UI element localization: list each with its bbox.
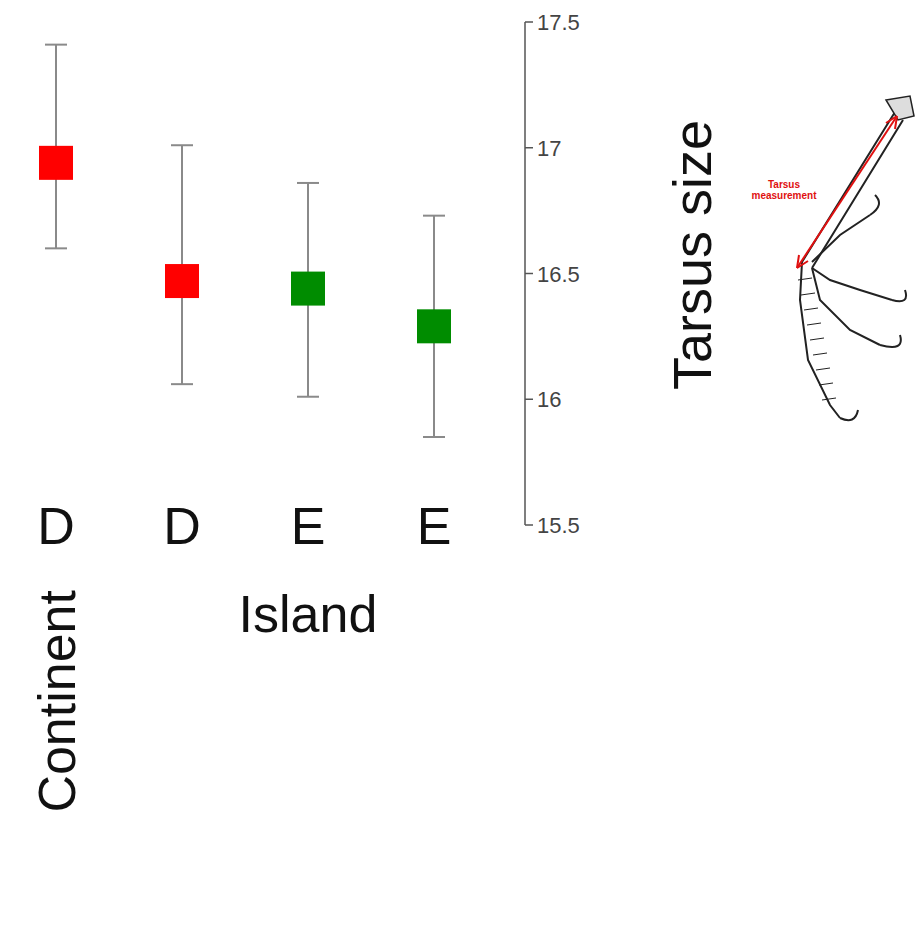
leg-outline [802, 112, 903, 268]
toe [812, 268, 880, 345]
scale [801, 293, 815, 295]
error-cap [45, 44, 67, 46]
y-tick [525, 273, 533, 275]
claw [840, 195, 906, 420]
scale [798, 278, 812, 280]
point [417, 309, 451, 343]
point [291, 272, 325, 306]
y-axis-title: Tarsus size [662, 120, 722, 390]
y-tick [525, 21, 533, 23]
scale [810, 338, 824, 340]
y-tick-label: 17.5 [537, 10, 580, 35]
point [39, 146, 73, 180]
error-cap [171, 383, 193, 385]
x-tick-label: D [37, 497, 75, 555]
error-cap [171, 144, 193, 146]
scale [804, 308, 818, 310]
scale [813, 353, 827, 355]
error-cap [45, 247, 67, 249]
annotation: Tarsusmeasurement [751, 179, 817, 201]
y-tick-label: 16 [537, 387, 561, 412]
toe [812, 215, 870, 262]
y-tick [525, 399, 533, 401]
leg-illustration [797, 96, 914, 420]
scale [816, 368, 830, 370]
y-tick-label: 15.5 [537, 513, 580, 538]
point [165, 264, 199, 298]
scale [822, 398, 836, 400]
error-cap [297, 182, 319, 184]
group-label: Continent [28, 589, 86, 812]
scale [807, 323, 821, 325]
y-tick [525, 147, 533, 149]
annotation-line: measurement [751, 190, 817, 201]
toe [800, 262, 840, 418]
x-tick-label: E [291, 497, 326, 555]
annotation-line: Tarsus [768, 179, 800, 190]
error-cap [297, 396, 319, 398]
group-label: Island [239, 585, 378, 643]
toe [812, 268, 892, 300]
x-tick-label: D [163, 497, 201, 555]
leg-feathers [886, 96, 914, 120]
error-cap [423, 436, 445, 438]
y-tick-label: 16.5 [537, 262, 580, 287]
marks [39, 45, 451, 437]
y-tick [525, 524, 533, 526]
y-tick-label: 17 [537, 136, 561, 161]
chart: 15.5 16 16.5 17 17.5 Tarsus size D D E E Continent… [0, 0, 924, 929]
scale [819, 383, 833, 385]
error-cap [423, 215, 445, 217]
x-tick-label: E [417, 497, 452, 555]
